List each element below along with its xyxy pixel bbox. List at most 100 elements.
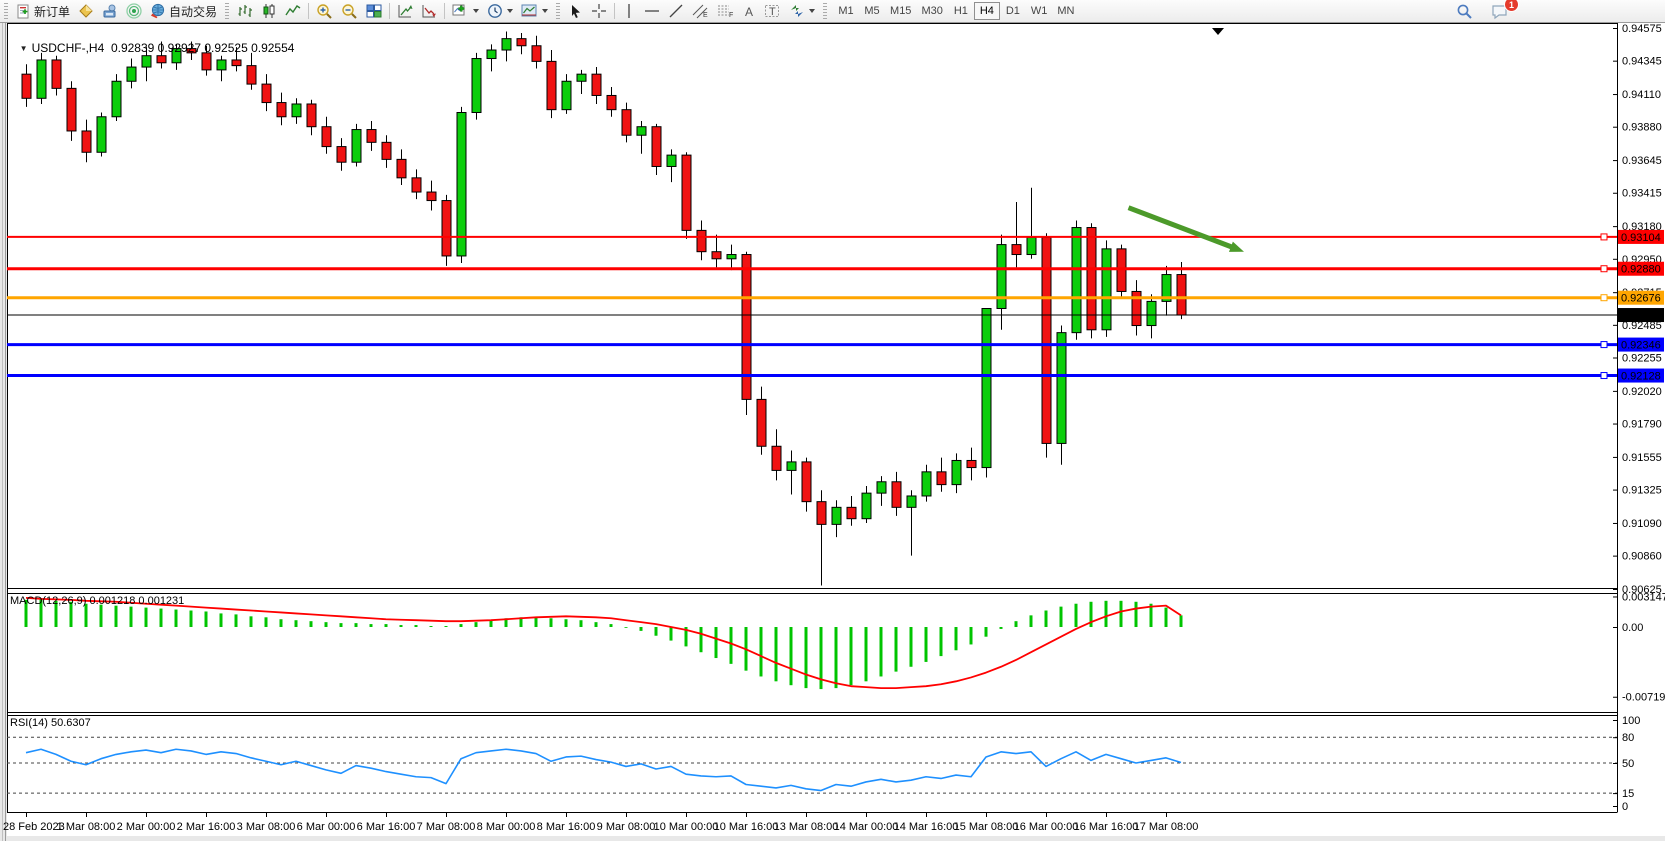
chart-menu-dropdown-icon[interactable]: ▼ — [19, 44, 28, 53]
candle-body — [246, 65, 257, 85]
macd-bar — [114, 605, 118, 627]
timeframe-button-h1[interactable]: H1 — [948, 2, 974, 20]
macd-bar — [834, 627, 838, 689]
timeframe-button-m30[interactable]: M30 — [916, 2, 947, 20]
candle-body — [816, 501, 827, 525]
timeframe-button-h4[interactable]: H4 — [973, 2, 1000, 20]
candle — [81, 119, 92, 163]
toolbar-grip[interactable] — [4, 3, 8, 19]
fibonacci-icon: F — [718, 5, 733, 19]
candle-body — [1026, 236, 1037, 256]
macd-bar — [939, 627, 943, 657]
macd-bar — [324, 622, 328, 627]
price-tick-label: 0.92485 — [1622, 320, 1662, 332]
toolbar-grip[interactable] — [823, 3, 828, 19]
candle — [741, 251, 752, 416]
candle-body — [1131, 290, 1142, 327]
candle — [561, 74, 572, 114]
tile-windows-button[interactable] — [362, 1, 386, 21]
timeframe-button-m5[interactable]: M5 — [859, 2, 885, 20]
candle — [1086, 223, 1097, 339]
toolbar-grip[interactable] — [556, 3, 561, 19]
autotrading-button[interactable]: 自动交易 — [146, 1, 221, 21]
horizontal-line-button[interactable] — [640, 1, 664, 21]
candle — [156, 41, 167, 69]
shapes-button[interactable] — [785, 1, 819, 21]
monitor-button[interactable] — [98, 1, 122, 21]
hline-price-box — [1618, 337, 1664, 352]
crosshair-button[interactable] — [587, 1, 611, 21]
fibonacci-button[interactable]: F — [713, 1, 738, 21]
time-tick-label: 16 Mar 16:00 — [1074, 821, 1139, 833]
vertical-line-button[interactable] — [618, 1, 640, 21]
trendline-button[interactable] — [664, 1, 688, 21]
label-button[interactable]: T — [760, 1, 785, 21]
time-tick-label: 8 Mar 00:00 — [477, 821, 536, 833]
hline-handle[interactable] — [1600, 294, 1608, 302]
time-tick-label: 10 Mar 00:00 — [654, 821, 719, 833]
zoom-in-button[interactable] — [312, 1, 337, 21]
signal-button[interactable] — [122, 1, 146, 21]
track-chart-button[interactable] — [417, 1, 441, 21]
timeframe-button-w1[interactable]: W1 — [1026, 2, 1053, 20]
hline-handle[interactable] — [1600, 372, 1608, 380]
line-chart-button[interactable] — [281, 1, 305, 21]
new-order-button[interactable]: 新订单 — [12, 1, 74, 21]
search-button[interactable] — [1452, 1, 1477, 21]
candle — [111, 74, 122, 122]
channel-button[interactable]: E — [688, 1, 713, 21]
hline-handle[interactable] — [1600, 233, 1608, 241]
diamond-button[interactable] — [74, 1, 98, 21]
candle — [501, 31, 512, 62]
new-chart-button[interactable] — [448, 1, 483, 21]
candle-body — [831, 506, 842, 525]
candle-body — [261, 83, 272, 104]
chevron-down-icon — [473, 9, 480, 13]
price-tick-label: 0.93415 — [1622, 188, 1662, 200]
cursor-button[interactable] — [564, 1, 587, 21]
macd-indicator-label: MACD(12,26,9) 0.001218 0.001231 — [10, 595, 185, 607]
macd-bar — [1179, 615, 1183, 627]
chevron-down-icon — [542, 9, 549, 13]
ohlc-values: 0.92839 0.92927 0.92525 0.92554 — [110, 41, 295, 55]
time-tick-label: 3 Mar 08:00 — [237, 821, 296, 833]
macd-bar — [39, 598, 43, 627]
chart-shift-marker[interactable] — [1212, 28, 1224, 35]
macd-bar — [339, 623, 343, 627]
timeframe-button-m1[interactable]: M1 — [833, 2, 859, 20]
macd-bar — [639, 627, 643, 631]
toolbar-grip[interactable] — [225, 3, 230, 19]
trend-arrow-head[interactable] — [1228, 241, 1244, 252]
macd-bar — [804, 627, 808, 689]
templates-button[interactable] — [517, 1, 552, 21]
candle — [1011, 201, 1022, 268]
arrows-shapes-icon — [791, 5, 804, 17]
macd-bar — [279, 619, 283, 627]
macd-bar — [669, 627, 673, 641]
text-label-icon: T — [765, 5, 780, 18]
hline-handle[interactable] — [1600, 265, 1608, 273]
candle-body — [426, 191, 437, 202]
candle-body — [96, 116, 107, 153]
candles-chart-button[interactable] — [257, 1, 281, 21]
search-icon — [1457, 4, 1472, 19]
candle-body — [111, 80, 122, 118]
notifications-button[interactable]: 1 — [1487, 0, 1519, 21]
text-button[interactable]: A — [738, 1, 760, 21]
macd-bar — [534, 617, 538, 627]
trend-arrow[interactable] — [1127, 205, 1235, 251]
candle — [261, 74, 272, 112]
chart-background — [7, 23, 1665, 836]
hline-handle[interactable] — [1600, 341, 1608, 349]
svg-text:A: A — [745, 5, 753, 19]
periods-button[interactable] — [483, 1, 517, 21]
timeframe-button-m15[interactable]: M15 — [885, 2, 916, 20]
bars-chart-button[interactable] — [233, 1, 257, 21]
zoom-out-button[interactable] — [337, 1, 362, 21]
timeframe-button-mn[interactable]: MN — [1052, 2, 1079, 20]
candle — [951, 453, 962, 494]
candle-body — [771, 445, 782, 471]
auto-arrange-button[interactable] — [393, 1, 417, 21]
macd-bar — [1074, 603, 1078, 627]
timeframe-button-d1[interactable]: D1 — [1000, 2, 1026, 20]
